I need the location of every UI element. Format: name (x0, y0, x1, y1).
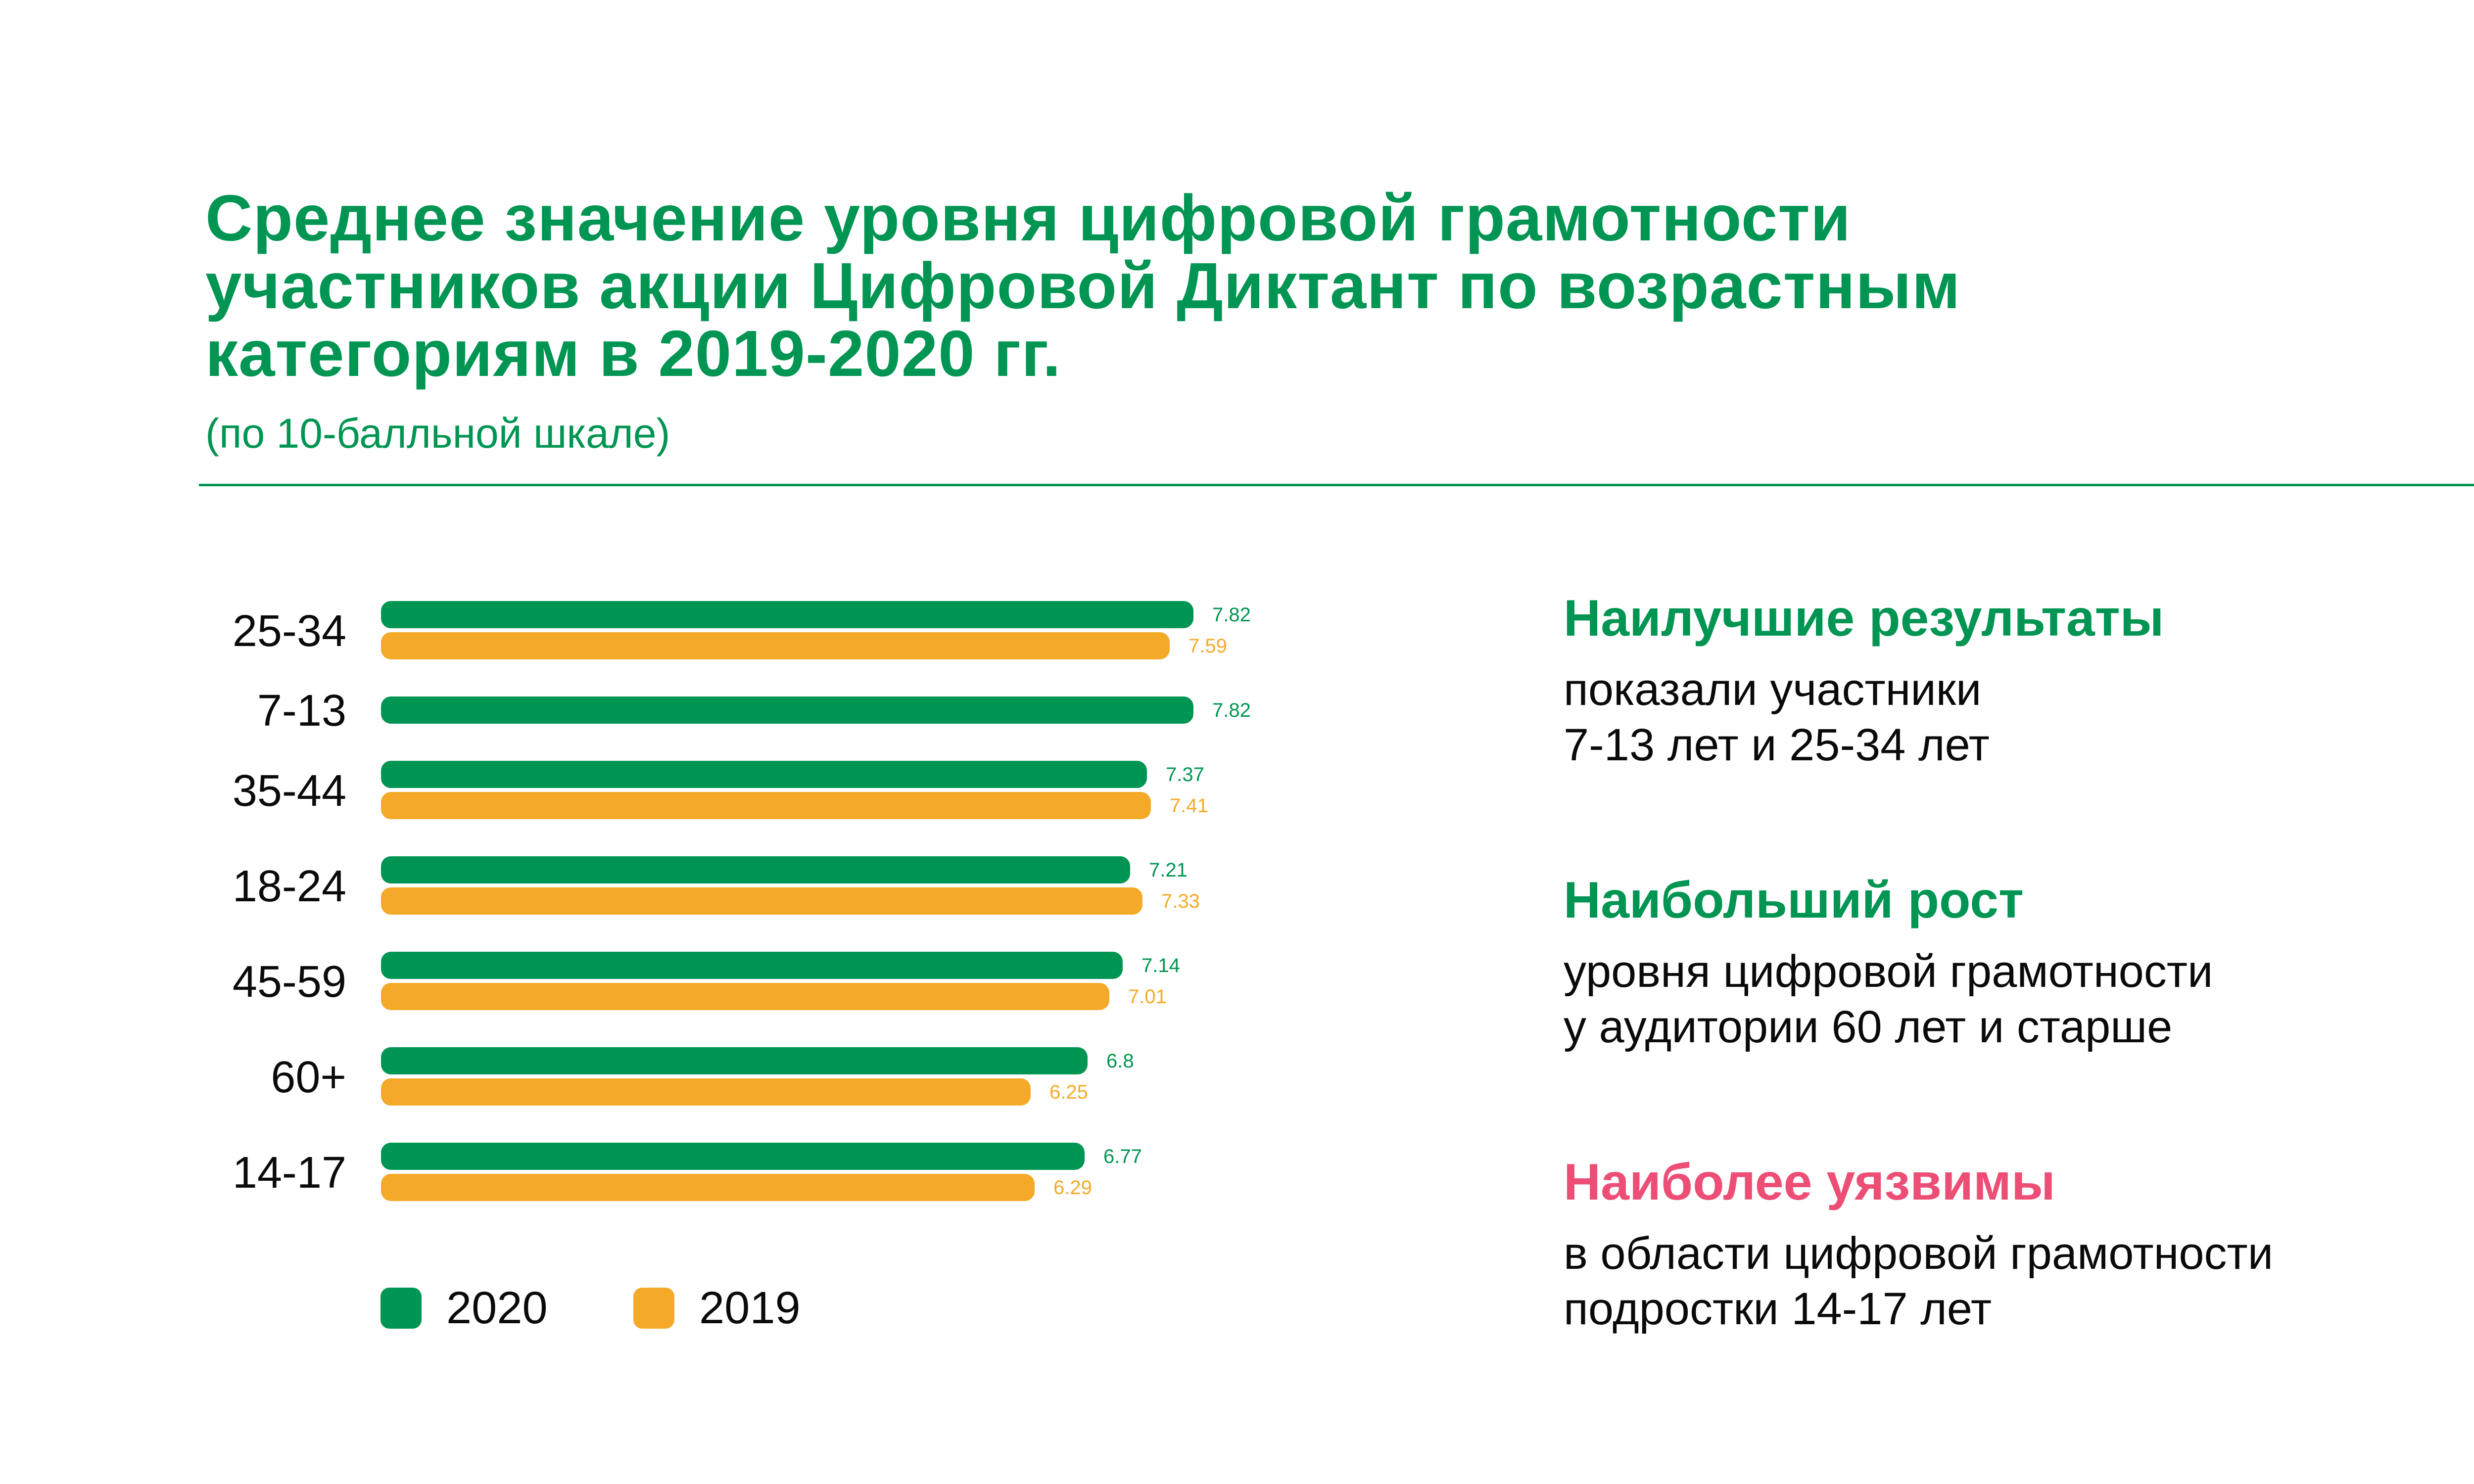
page-title-line-3: категориям в 2019-2020 гг. (205, 317, 1061, 390)
page-title-line-1: Среднее значение уровня цифровой грамотн… (205, 182, 1852, 254)
value-label-2019-25-34: 7.59 (1189, 635, 1227, 657)
annotation-body-3-line-2: подростки 14-17 лет (1564, 1284, 1992, 1334)
page-title: Среднее значение уровня цифровой грамотн… (205, 184, 1960, 387)
header-divider-line (199, 484, 2474, 486)
value-label-2019-14-17: 6.29 (1053, 1177, 1092, 1199)
value-label-2020-18-24: 7.21 (1149, 859, 1188, 881)
annotation-body-1: показали участники 7-13 лет и 25-34 лет (1564, 662, 1990, 773)
bar-2020-18-24 (381, 856, 1130, 883)
category-label-35-44: 35-44 (232, 766, 346, 816)
bar-2020-25-34 (381, 601, 1193, 628)
legend-label-2019: 2019 (699, 1283, 801, 1333)
annotation-body-1-line-1: показали участники (1564, 664, 1982, 715)
page-subtitle: (по 10-балльной шкале) (205, 410, 670, 457)
value-label-2020-35-44: 7.37 (1166, 764, 1204, 786)
value-label-2019-18-24: 7.33 (1161, 890, 1200, 912)
page-number: 5 (2451, 1396, 2474, 1455)
category-label-7-13: 7-13 (257, 686, 346, 736)
bar-2019-45-59 (381, 983, 1109, 1010)
category-label-25-34: 25-34 (232, 606, 346, 656)
bar-2019-18-24 (381, 887, 1142, 915)
bar-2020-7-13 (381, 696, 1193, 724)
annotation-heading-1: Наилучшие результаты (1564, 590, 2164, 647)
bar-2020-60+ (381, 1047, 1088, 1074)
bar-2020-35-44 (381, 761, 1147, 788)
value-label-2020-25-34: 7.82 (1212, 604, 1251, 626)
bar-2019-14-17 (381, 1174, 1035, 1201)
category-label-45-59: 45-59 (232, 957, 346, 1007)
annotation-body-3-line-1: в области цифровой грамотности (1564, 1228, 2274, 1279)
value-label-2019-35-44: 7.41 (1170, 795, 1208, 817)
bar-2019-35-44 (381, 792, 1151, 819)
page-title-line-2: участников акции Цифровой Диктант по воз… (205, 249, 1961, 322)
annotation-body-2: уровня цифровой грамотности у аудитории 6… (1564, 944, 2213, 1055)
legend-item-2019: 2019 (633, 1283, 801, 1333)
value-label-2020-7-13: 7.82 (1212, 699, 1251, 721)
annotation-heading-3: Наиболее уязвимы (1564, 1154, 2055, 1211)
annotation-body-3: в области цифровой грамотности подростки … (1564, 1226, 2273, 1337)
legend-item-2020: 2020 (381, 1283, 548, 1333)
legend-swatch-2020 (381, 1288, 422, 1329)
value-label-2020-45-59: 7.14 (1142, 955, 1180, 976)
annotation-body-1-line-2: 7-13 лет и 25-34 лет (1564, 720, 1990, 770)
annotation-body-2-line-1: уровня цифровой грамотности (1564, 946, 2213, 997)
bar-2019-25-34 (381, 632, 1170, 659)
category-label-18-24: 18-24 (232, 862, 346, 911)
value-label-2019-45-59: 7.01 (1128, 986, 1167, 1008)
annotation-heading-2: Наибольший рост (1564, 872, 2024, 929)
bar-2020-14-17 (381, 1143, 1085, 1170)
value-label-2020-14-17: 6.77 (1103, 1146, 1142, 1167)
value-label-2020-60+: 6.8 (1106, 1050, 1134, 1072)
category-label-14-17: 14-17 (232, 1148, 346, 1198)
legend-label-2020: 2020 (446, 1283, 548, 1333)
value-label-2019-60+: 6.25 (1049, 1081, 1088, 1103)
bar-2019-60+ (381, 1078, 1031, 1106)
annotation-body-2-line-2: у аудитории 60 лет и старше (1564, 1002, 2173, 1052)
category-label-60+: 60+ (271, 1053, 346, 1102)
bar-2020-45-59 (381, 952, 1123, 979)
legend-swatch-2019 (633, 1288, 674, 1329)
